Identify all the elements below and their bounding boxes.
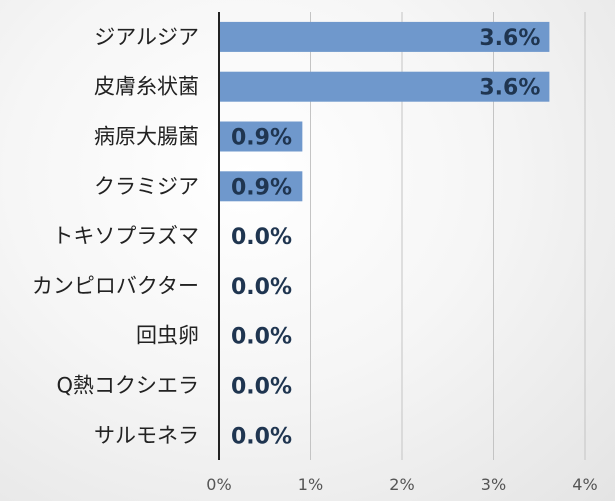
x-tick-labels: 0% 1% 2% 3% 4% [206,475,597,494]
category-label: 皮膚糸状菌 [94,75,199,99]
bar [220,21,550,52]
value-label: 3.6% [479,76,540,101]
x-tick-label: 3% [481,475,506,494]
value-label: 0.0% [231,225,292,250]
x-tick-label: 4% [572,475,597,494]
x-tick-label: 0% [206,475,231,494]
bar [220,71,550,102]
value-label: 0.9% [231,126,292,151]
value-label: 0.9% [231,175,292,200]
category-label: カンピロバクター [32,274,199,298]
category-label: Q熱コクシエラ [56,374,199,398]
bar [220,171,303,202]
value-label: 0.0% [231,424,292,449]
x-tick-label: 1% [298,475,323,494]
category-label: サルモネラ [94,423,199,447]
value-labels: 3.6% 3.6% 0.9% 0.9% 0.0% 0.0% 0.0% 0.0% 0.0% [231,26,540,449]
x-tick-label: 2% [389,475,414,494]
bar [220,121,303,152]
category-label: クラミジア [94,174,199,198]
value-label: 0.0% [231,325,292,350]
category-label: トキソプラズマ [52,224,199,248]
value-label: 0.0% [231,375,292,400]
category-label: ジアルジア [94,25,199,49]
value-label: 3.6% [479,26,540,51]
category-label: 回虫卵 [136,324,199,348]
category-label: 病原大腸菌 [94,125,199,149]
value-label: 0.0% [231,275,292,300]
bars [220,21,550,202]
